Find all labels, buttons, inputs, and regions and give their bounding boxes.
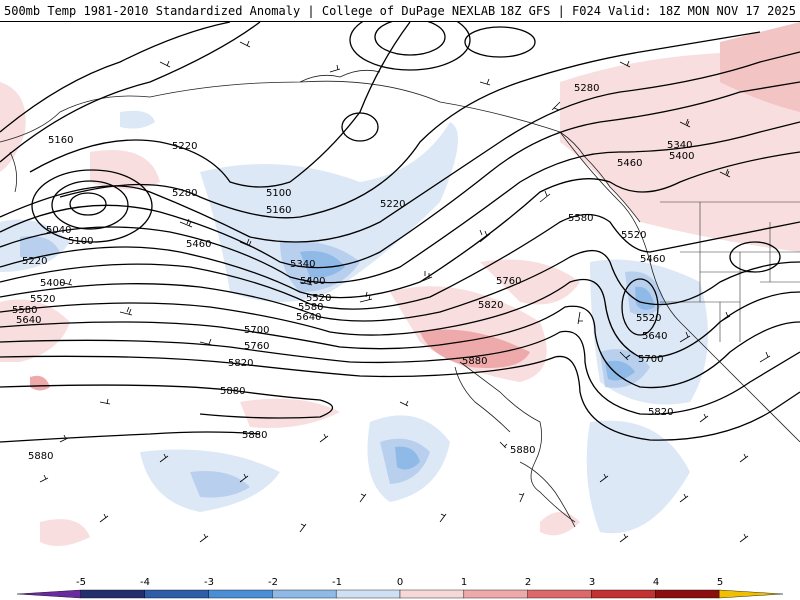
contour-label: 5820 — [228, 358, 253, 369]
contour-label: 5880 — [242, 430, 267, 441]
contour-label: 5700 — [638, 354, 663, 365]
contour-label: 5460 — [186, 239, 211, 250]
contour-label: 5520 — [621, 230, 646, 241]
colorbar-segment — [463, 589, 528, 599]
contour-label: 5040 — [46, 225, 71, 236]
contour-label: 5280 — [172, 188, 197, 199]
colorbar-tick: -5 — [76, 577, 86, 588]
closed-lows — [31, 22, 781, 336]
contour-label: 5580 — [568, 213, 593, 224]
colorbar-tick: -3 — [204, 577, 214, 588]
contour-label: 5340 — [290, 259, 315, 270]
state-borders — [660, 201, 800, 342]
colorbar-tick: 1 — [461, 577, 467, 588]
contour-label: 5100 — [266, 188, 291, 199]
contour-label: 5700 — [244, 325, 269, 336]
colorbar-tick: 4 — [653, 577, 659, 588]
colorbar-tick: -1 — [332, 577, 342, 588]
colorbar-segment — [591, 589, 656, 599]
colorbar-segment — [335, 589, 401, 599]
colorbar-tick: 2 — [525, 577, 531, 588]
contour-label: 5520 — [30, 294, 55, 305]
contour-label: 5220 — [172, 141, 197, 152]
product-title: 500mb Temp 1981-2010 Standardized Anomal… — [4, 4, 496, 18]
header-bar: 500mb Temp 1981-2010 Standardized Anomal… — [0, 0, 800, 22]
contour-label: 5880 — [28, 451, 53, 462]
contour-label: 5880 — [220, 386, 245, 397]
colorbar-segment — [399, 589, 465, 599]
colorbar-segment — [527, 589, 592, 599]
wind-barbs — [39, 40, 771, 543]
contour-label: 5640 — [16, 315, 41, 326]
contour-label: 5100 — [68, 236, 93, 247]
colorbar-tick: 0 — [397, 577, 403, 588]
contour-label: 5880 — [510, 445, 535, 456]
contour-label: 5820 — [478, 300, 503, 311]
contour-label: 5160 — [48, 135, 73, 146]
contour-label: 5400 — [300, 276, 325, 287]
contour-label: 5640 — [642, 331, 667, 342]
contour-label: 5400 — [669, 151, 694, 162]
contour-label: 5280 — [574, 83, 599, 94]
colorbar-segment — [718, 589, 784, 599]
colorbar: -5 -4 -3 -2 -1 0 1 2 3 4 5 — [0, 575, 800, 600]
contour-label: 5520 — [306, 293, 331, 304]
colorbar-segments — [16, 589, 784, 599]
contour-label: 5220 — [22, 256, 47, 267]
contour-label: 5820 — [648, 407, 673, 418]
contour-label: 5460 — [617, 158, 642, 169]
colorbar-tick: -4 — [140, 577, 150, 588]
contour-label: 5220 — [380, 199, 405, 210]
contour-label: 5580 — [12, 305, 37, 316]
weather-map: 5160 5220 5280 5100 5160 5220 5280 5340 … — [0, 22, 800, 575]
colorbar-ticks: -5 -4 -3 -2 -1 0 1 2 3 4 5 — [76, 577, 723, 588]
contour-label: 5640 — [296, 312, 321, 323]
colorbar-tick: -2 — [268, 577, 278, 588]
contour-label: 5340 — [667, 140, 692, 151]
contour-label: 5400 — [40, 278, 65, 289]
colorbar-tick: 5 — [717, 577, 723, 588]
valid-time: 18Z GFS | F024 Valid: 18Z MON NOV 17 202… — [499, 4, 796, 18]
colorbar-tick: 3 — [589, 577, 595, 588]
contour-labels: 5160 5220 5280 5100 5160 5220 5280 5340 … — [12, 83, 694, 462]
contour-label: 5460 — [640, 254, 665, 265]
contour-label: 5760 — [496, 276, 521, 287]
contour-label: 5880 — [462, 356, 487, 367]
colorbar-segment — [272, 589, 337, 599]
height-contours — [0, 22, 800, 443]
contour-label: 5580 — [298, 302, 323, 313]
colorbar-segment — [144, 589, 209, 599]
colorbar-segment — [655, 589, 720, 599]
colorbar-segment — [80, 589, 145, 599]
colorbar-segment — [208, 589, 273, 599]
contour-label: 5760 — [244, 341, 269, 352]
contour-label: 5520 — [636, 313, 661, 324]
contour-label: 5160 — [266, 205, 291, 216]
